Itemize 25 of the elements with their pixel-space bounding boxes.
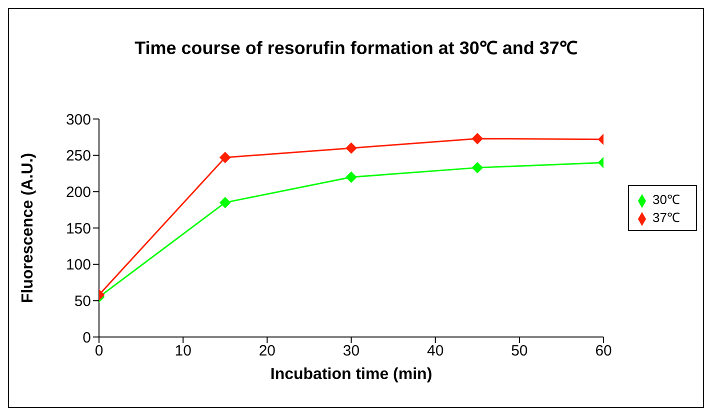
x-tick-label: 10: [174, 342, 192, 360]
y-tick-label: 100: [66, 256, 91, 274]
y-tick-label: 50: [74, 292, 91, 310]
x-tick-label: 50: [511, 342, 528, 360]
x-tick-label: 60: [595, 342, 612, 360]
point: [220, 152, 231, 164]
point: [346, 142, 357, 154]
x-tick-label: 20: [258, 342, 276, 360]
y-axis-title: Fluorescence (A.U.): [20, 152, 37, 304]
chart-title: Time course of resorufin formation at 30℃ and 37℃: [134, 37, 578, 59]
x-axis-title: Incubation time (min): [270, 366, 432, 383]
legend-label: 30℃: [652, 192, 680, 207]
x-tick-label: 0: [94, 342, 104, 360]
y-tick-label: 0: [82, 329, 91, 346]
legend-label: 37℃: [652, 210, 680, 225]
point: [472, 133, 483, 144]
point: [346, 172, 357, 183]
y-tick-label: 150: [66, 220, 91, 238]
point: [472, 162, 483, 174]
point: [220, 197, 231, 208]
x-tick-label: 30: [342, 342, 360, 360]
y-tick-label: 200: [66, 184, 91, 201]
x-tick-label: 40: [427, 342, 444, 360]
y-tick-label: 250: [66, 148, 91, 165]
y-tick-label: 300: [66, 111, 91, 128]
